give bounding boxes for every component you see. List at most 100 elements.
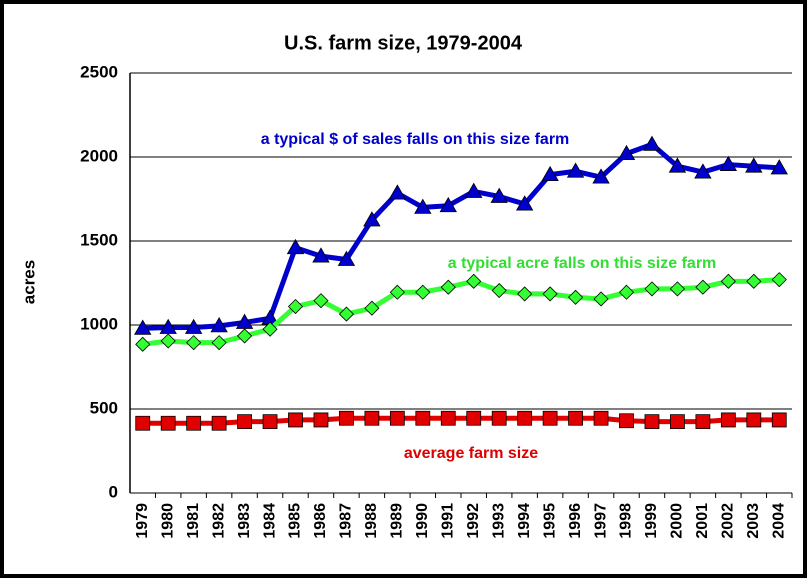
data-point bbox=[389, 284, 405, 300]
data-point bbox=[339, 410, 354, 426]
x-tick-label: 1999 bbox=[643, 503, 660, 539]
data-point bbox=[415, 410, 431, 426]
data-point bbox=[541, 165, 559, 182]
data-point bbox=[566, 162, 585, 178]
data-point bbox=[262, 414, 278, 429]
data-point bbox=[746, 412, 762, 428]
data-point bbox=[337, 250, 356, 266]
data-point bbox=[568, 410, 583, 426]
data-point bbox=[287, 298, 304, 315]
data-point bbox=[237, 328, 253, 344]
data-point bbox=[414, 198, 432, 214]
data-point bbox=[592, 168, 610, 184]
series-annotation: a typical acre falls on this size farm bbox=[448, 255, 717, 272]
data-point bbox=[619, 413, 634, 429]
x-tick-label: 1979 bbox=[134, 503, 151, 539]
data-point bbox=[210, 317, 228, 333]
data-point bbox=[491, 410, 507, 426]
x-tick-label: 1992 bbox=[465, 503, 482, 539]
data-point bbox=[184, 318, 203, 334]
series-annotation: average farm size bbox=[404, 445, 538, 462]
x-tick-label: 1985 bbox=[287, 503, 304, 539]
x-tick-label: 1997 bbox=[592, 503, 609, 539]
data-point bbox=[517, 410, 533, 426]
data-point bbox=[618, 284, 635, 300]
data-point bbox=[719, 155, 738, 171]
data-point bbox=[288, 412, 303, 428]
data-point bbox=[746, 273, 762, 289]
data-point bbox=[134, 319, 152, 335]
data-point bbox=[237, 414, 252, 429]
data-point bbox=[466, 410, 482, 426]
data-point bbox=[313, 412, 329, 428]
x-tick-label: 1990 bbox=[414, 503, 431, 539]
data-point bbox=[363, 211, 381, 227]
data-point bbox=[364, 410, 380, 426]
x-tick-label: 1994 bbox=[516, 503, 533, 539]
data-point bbox=[720, 273, 736, 289]
x-tick-label: 1982 bbox=[210, 503, 227, 539]
x-tick-label: 1998 bbox=[618, 503, 635, 539]
data-point bbox=[644, 281, 660, 297]
data-point bbox=[517, 286, 533, 302]
data-point bbox=[466, 273, 482, 289]
data-point bbox=[593, 291, 609, 307]
x-tick-label: 1989 bbox=[389, 503, 406, 539]
x-tick-label: 1996 bbox=[567, 503, 584, 539]
x-tick-label: 1991 bbox=[439, 503, 456, 539]
y-tick-label: 1500 bbox=[80, 230, 118, 249]
data-point bbox=[465, 182, 483, 198]
x-tick-label: 1980 bbox=[159, 503, 176, 539]
y-tick-label: 1000 bbox=[80, 314, 118, 333]
data-point bbox=[135, 415, 151, 431]
data-point bbox=[670, 414, 685, 429]
data-point bbox=[593, 410, 609, 426]
data-point bbox=[186, 415, 202, 431]
series-annotation: a typical $ of sales falls on this size … bbox=[261, 131, 570, 148]
data-point bbox=[491, 282, 507, 299]
y-tick-label: 0 bbox=[109, 482, 118, 501]
data-point bbox=[440, 279, 456, 295]
data-point bbox=[286, 238, 305, 255]
data-point bbox=[440, 410, 456, 426]
data-point bbox=[668, 157, 687, 173]
x-tick-label: 2004 bbox=[770, 503, 787, 539]
data-point bbox=[389, 410, 405, 426]
data-point bbox=[745, 157, 763, 173]
x-tick-label: 1981 bbox=[185, 503, 202, 539]
data-point bbox=[644, 414, 660, 429]
data-point bbox=[313, 293, 329, 309]
data-point bbox=[186, 335, 202, 351]
data-point bbox=[415, 284, 431, 300]
data-point bbox=[669, 281, 685, 297]
x-tick-label: 2003 bbox=[745, 503, 762, 539]
y-tick-label: 2500 bbox=[80, 62, 118, 81]
data-point bbox=[720, 412, 736, 428]
y-tick-label: 500 bbox=[90, 398, 118, 417]
x-tick-label: 2002 bbox=[720, 503, 737, 539]
data-point bbox=[135, 336, 151, 352]
x-tick-label: 1993 bbox=[490, 503, 507, 539]
data-point bbox=[211, 415, 227, 431]
data-point bbox=[542, 410, 558, 426]
x-tick-label: 2001 bbox=[694, 503, 711, 539]
data-point bbox=[542, 286, 558, 302]
data-point bbox=[338, 306, 354, 322]
data-point bbox=[439, 196, 457, 213]
data-point bbox=[617, 144, 636, 161]
y-tick-label: 2000 bbox=[80, 146, 118, 165]
data-point bbox=[490, 187, 508, 203]
x-tick-label: 2000 bbox=[669, 503, 686, 539]
y-axis-label: acres bbox=[19, 260, 38, 304]
x-tick-label: 1986 bbox=[312, 503, 329, 539]
data-point bbox=[694, 163, 712, 179]
chart-title: U.S. farm size, 1979-2004 bbox=[284, 32, 523, 54]
data-point bbox=[160, 333, 176, 349]
data-point bbox=[568, 289, 584, 305]
data-point bbox=[771, 412, 787, 428]
data-point bbox=[515, 195, 534, 211]
x-tick-label: 1984 bbox=[261, 503, 278, 539]
data-point bbox=[695, 414, 711, 429]
data-point bbox=[262, 321, 278, 337]
x-tick-label: 1983 bbox=[236, 503, 253, 539]
